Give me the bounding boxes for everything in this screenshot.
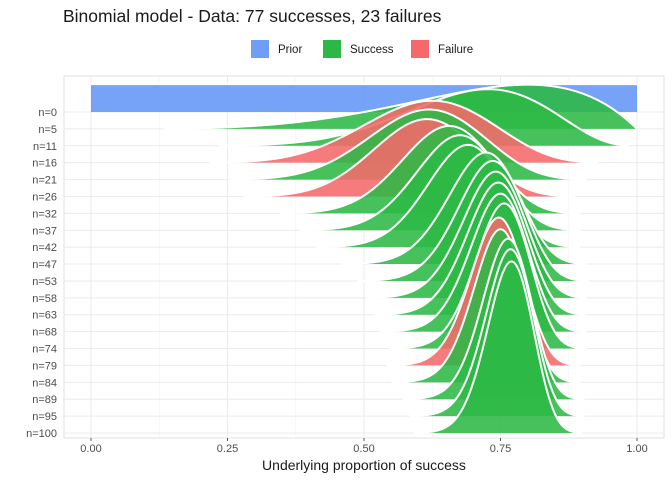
legend-label: Prior	[278, 44, 302, 56]
x-tick-label: 0.00	[80, 443, 101, 455]
ridge-outline	[163, 83, 638, 130]
ridge-outline	[391, 228, 581, 384]
ridge-outline	[389, 202, 587, 350]
y-tick-label: n=84	[32, 377, 57, 389]
y-tick-label: n=16	[32, 158, 57, 170]
x-tick-label: 0.75	[490, 443, 511, 455]
y-tick-label: n=0	[38, 107, 57, 119]
legend-item-success: Success	[323, 40, 394, 58]
y-tick-label: n=68	[32, 327, 57, 339]
legend-item-prior: Prior	[251, 40, 302, 58]
legend-swatch	[323, 40, 341, 58]
ridge-outline	[209, 99, 599, 164]
legend-swatch	[411, 40, 429, 58]
y-tick-label: n=58	[32, 293, 57, 305]
y-tick-label: n=89	[32, 394, 57, 406]
x-tick-label: 1.00	[626, 443, 647, 455]
y-tick-label: n=26	[32, 191, 57, 203]
y-tick-label: n=100	[26, 428, 57, 440]
legend-item-failure: Failure	[411, 40, 473, 58]
y-tick-label: n=11	[33, 141, 57, 153]
ridge-outline	[409, 248, 585, 418]
y-tick-label: n=53	[32, 276, 57, 288]
chart-title: Binomial model - Data: 77 successes, 23 …	[63, 6, 442, 26]
ridge-outline	[357, 159, 590, 282]
plot-area	[63, 75, 665, 439]
y-tick-label: n=95	[32, 411, 57, 423]
ridge-outline	[341, 151, 587, 265]
ridge-area	[414, 261, 583, 433]
y-tick-label: n=37	[32, 225, 57, 237]
x-axis-label: Underlying proportion of success	[262, 457, 466, 473]
ridge-outline	[373, 181, 587, 316]
ridge-outline	[279, 124, 581, 215]
legend-label: Success	[350, 44, 394, 56]
y-tick-label: n=21	[32, 175, 57, 187]
ridge-outline	[386, 216, 581, 367]
y-tick-label: n=63	[32, 310, 57, 322]
legend: Prior Success Failure	[251, 40, 473, 58]
y-axis: n=0 n=5 n=11 n=16 n=21 n=26 n=32 n=37 n=42 n=47 n=…	[26, 107, 57, 440]
ridge-outline	[229, 108, 587, 181]
ridge-n-100	[414, 260, 583, 434]
y-tick-label: n=79	[32, 360, 57, 372]
y-tick-label: n=74	[32, 344, 57, 356]
x-tick-label: 0.25	[217, 443, 238, 455]
ridge-outline	[243, 118, 576, 198]
y-tick-label: n=47	[32, 259, 57, 271]
ridge-outline	[402, 237, 585, 401]
legend-swatch	[251, 40, 269, 58]
y-tick-label: n=5	[38, 124, 57, 136]
y-tick-label: n=32	[32, 208, 57, 220]
x-tick-label: 0.50	[353, 443, 374, 455]
y-tick-label: n=42	[32, 242, 57, 254]
x-axis: 0.00 0.25 0.50 0.75 1.00	[80, 438, 648, 455]
ridge-outline	[366, 170, 587, 299]
ridge-outline	[379, 192, 587, 333]
density-ridges	[91, 83, 638, 434]
ridge-outline	[300, 134, 581, 232]
legend-label: Failure	[438, 44, 473, 56]
ridge-outline	[414, 260, 583, 434]
